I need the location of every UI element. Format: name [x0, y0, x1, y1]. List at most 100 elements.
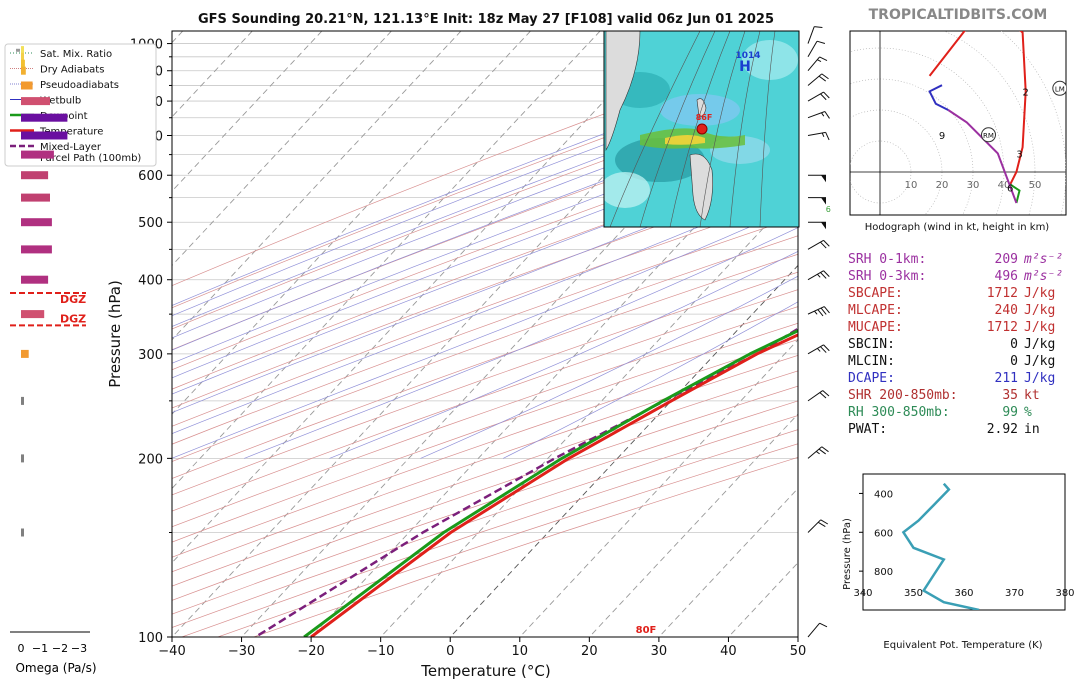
index-unit: in	[1024, 422, 1040, 437]
index-label: DCAPE:	[848, 371, 895, 386]
hodograph-height-marker: 6	[1007, 184, 1013, 195]
barb-half-feather	[816, 451, 820, 455]
barb-feather	[820, 519, 829, 525]
map-high-label: H	[739, 59, 751, 75]
barb-shaft	[807, 56, 820, 72]
wind-barb	[808, 197, 826, 205]
temperature-line	[310, 333, 798, 637]
x-tick-label: 0	[446, 644, 454, 659]
x-axis-label: Temperature (°C)	[420, 662, 550, 680]
barb-half-feather	[814, 310, 818, 315]
hodograph-ring-label: 50	[1029, 180, 1042, 191]
wind-barb	[807, 40, 826, 58]
omega-bar	[21, 46, 24, 55]
index-label: SRH 0-3km:	[848, 269, 926, 284]
y-tick-label: 400	[138, 274, 163, 289]
index-unit: J/kg	[1024, 371, 1055, 386]
index-unit: kt	[1024, 388, 1040, 403]
brand-watermark: TROPICALTIDBITS.COM	[869, 7, 1048, 23]
map-isobar	[609, 31, 701, 227]
barb-feather	[821, 73, 829, 80]
isotherm-line	[449, 264, 798, 637]
map-moisture-blob	[742, 40, 798, 80]
isotherm-line	[172, 31, 740, 637]
hodograph-rm-circle	[981, 127, 996, 143]
barb-shaft	[807, 390, 823, 402]
index-value: 211	[995, 371, 1018, 386]
index-label: SRH 0-1km:	[848, 252, 926, 267]
barb-shaft	[807, 344, 824, 355]
sounding-location-marker	[696, 123, 708, 135]
sounding-profiles	[254, 327, 798, 637]
index-unit: J/kg	[1024, 320, 1055, 335]
wind-barb	[807, 239, 830, 250]
map-island	[689, 153, 713, 221]
omega-panel: DGZ DGZ	[10, 46, 86, 537]
dewpoint-line	[303, 329, 798, 637]
y-tick-label: 200	[138, 452, 163, 467]
map-isobar	[699, 31, 746, 227]
theta-e-ytick: 400	[874, 489, 893, 500]
omega-bar	[21, 150, 54, 159]
omega-bar	[21, 193, 50, 202]
wind-barb	[807, 446, 829, 459]
index-value: 240	[995, 303, 1018, 318]
omega-bar	[21, 52, 24, 61]
isotherm-line	[589, 413, 798, 637]
omega-tick-1: −1	[32, 642, 48, 655]
barb-shaft	[807, 622, 820, 638]
x-tick-label: 30	[651, 644, 668, 659]
map-moisture-blob	[604, 172, 650, 208]
map-isobar	[729, 31, 761, 227]
wind-barb	[808, 221, 826, 230]
barb-feather	[822, 390, 830, 397]
hodograph-rm-label: RM	[983, 132, 994, 140]
barb-feather	[823, 270, 830, 277]
barb-flag	[821, 197, 826, 205]
omega-bar	[21, 218, 52, 227]
barb-flag	[821, 222, 826, 230]
x-tick-label: 10	[512, 644, 529, 659]
pseudoadiabat-lines	[172, 60, 798, 459]
hodograph-trace	[928, 84, 949, 111]
legend-label: Mixed-Layer	[40, 142, 102, 153]
y-tick-label: 300	[138, 348, 163, 363]
legend-label: Pseudoadiabats	[40, 80, 119, 91]
barb-feather	[821, 446, 829, 453]
isotherm-line	[172, 31, 601, 490]
omega-bar	[21, 245, 52, 254]
index-value: 2.92	[987, 422, 1018, 437]
indices-table: SRH 0-1km: 209 m²s⁻² SRH 0-3km: 496 m²s⁻² SBCA…	[848, 252, 1063, 437]
barb-feather	[820, 272, 827, 279]
map-heavy-precip	[665, 135, 705, 145]
barb-feather	[819, 392, 827, 399]
index-unit: J/kg	[1024, 286, 1055, 301]
omega-bar	[21, 59, 25, 68]
wind-barb	[807, 26, 823, 44]
index-value: 0	[1010, 354, 1018, 369]
pseudoadiabat	[502, 301, 798, 459]
barb-feather	[820, 307, 827, 315]
x-tick-label: −30	[228, 644, 255, 659]
barb-shaft	[807, 446, 823, 459]
hodograph-trace	[1009, 183, 1021, 204]
barb-shaft	[807, 26, 815, 44]
barb-feather	[817, 309, 824, 317]
map-isobar	[669, 31, 731, 227]
map-high-value: 1014	[735, 51, 760, 61]
index-unit: J/kg	[1024, 337, 1055, 352]
index-value: 1712	[987, 320, 1018, 335]
wind-barb	[807, 56, 828, 72]
wind-barb	[807, 73, 829, 86]
theta-e-xtick: 380	[1055, 588, 1074, 599]
mixed-layer-parcel-path-100mb-line	[254, 327, 798, 637]
legend-label: Temperature	[39, 127, 103, 138]
omega-bar	[21, 349, 29, 358]
omega-bar	[21, 131, 68, 140]
barb-feather	[825, 132, 830, 141]
legend-label: Dry Adiabats	[40, 65, 104, 76]
index-value: 496	[995, 269, 1018, 284]
hodograph-ring-label: 20	[936, 180, 949, 191]
x-tick-label: 40	[720, 644, 737, 659]
dry-adiabat	[172, 113, 798, 351]
